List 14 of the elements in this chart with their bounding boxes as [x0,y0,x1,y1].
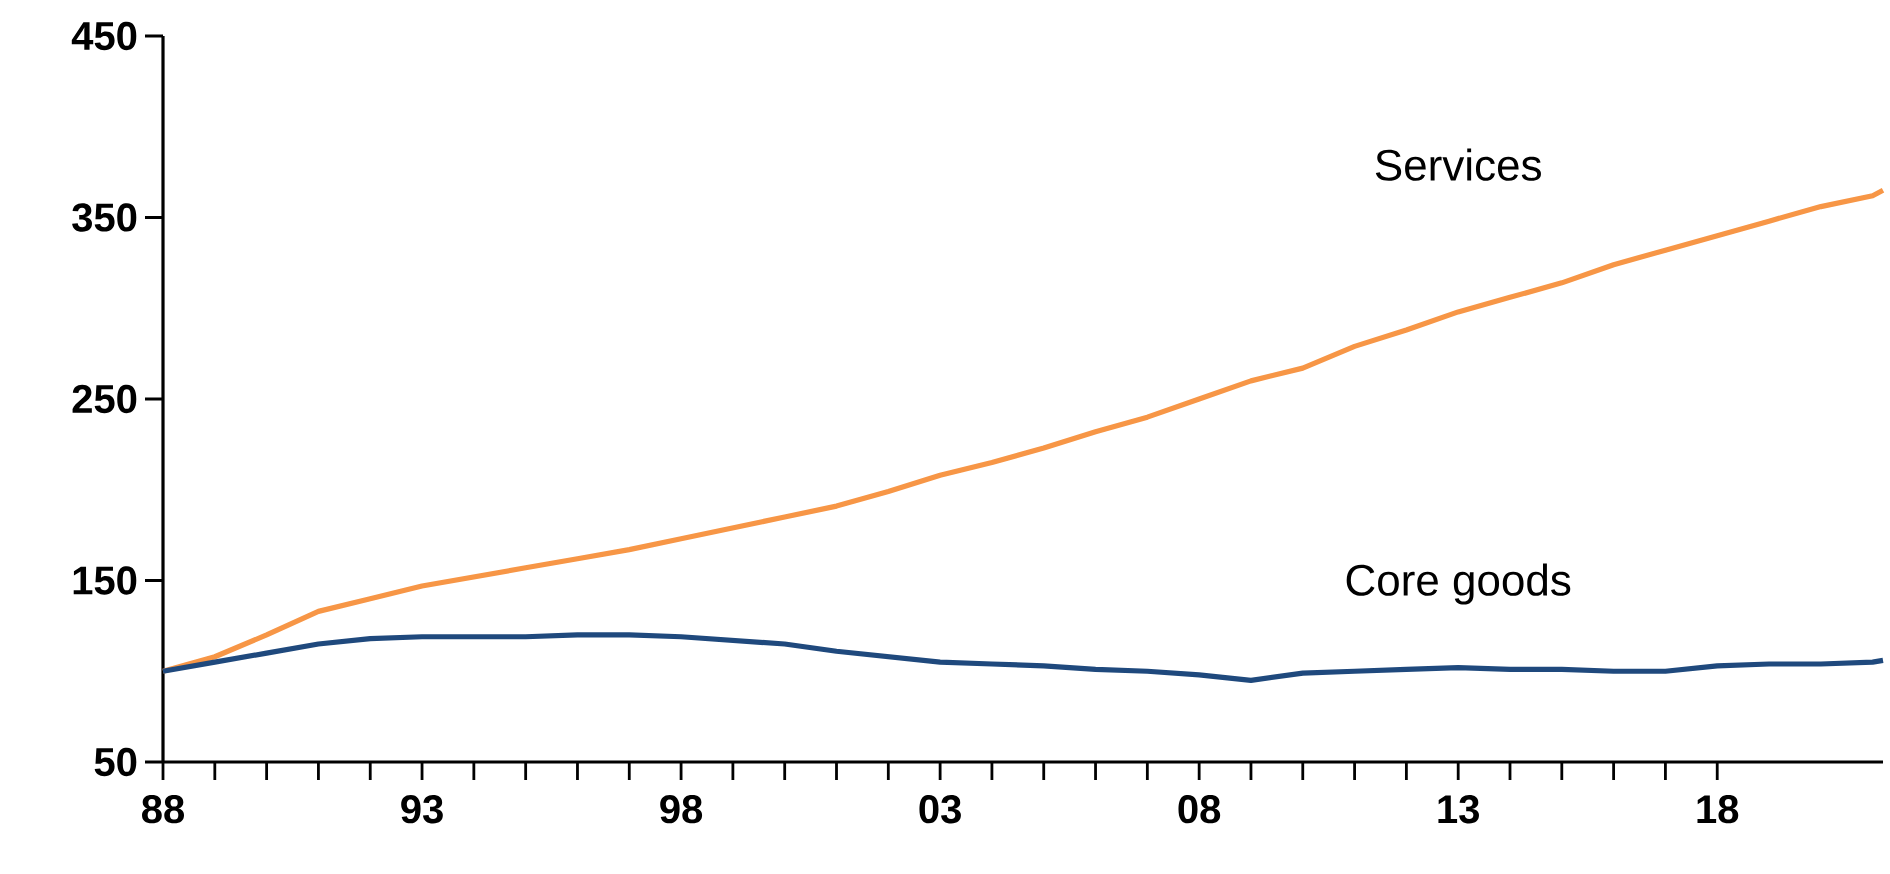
x-tick-label: 93 [401,795,443,824]
x-tick-label: 18 [1697,795,1739,824]
text: Services [1375,148,1541,181]
x-tick-label: 98 [660,795,703,824]
x-tick-label: 08 [1178,795,1221,824]
x-tick-label: 03 [919,795,961,824]
y-tick-label: 450 [71,21,137,51]
y-tick-label: 150 [73,566,137,595]
x-tick-label: 88 [142,795,185,824]
y-tick-label: 250 [72,384,137,414]
x-tick-label: 13 [1438,795,1479,824]
series-label: Core goods [1346,563,1571,605]
y-tick-label: 350 [72,203,137,232]
y-tick-label: 50 [94,747,137,777]
